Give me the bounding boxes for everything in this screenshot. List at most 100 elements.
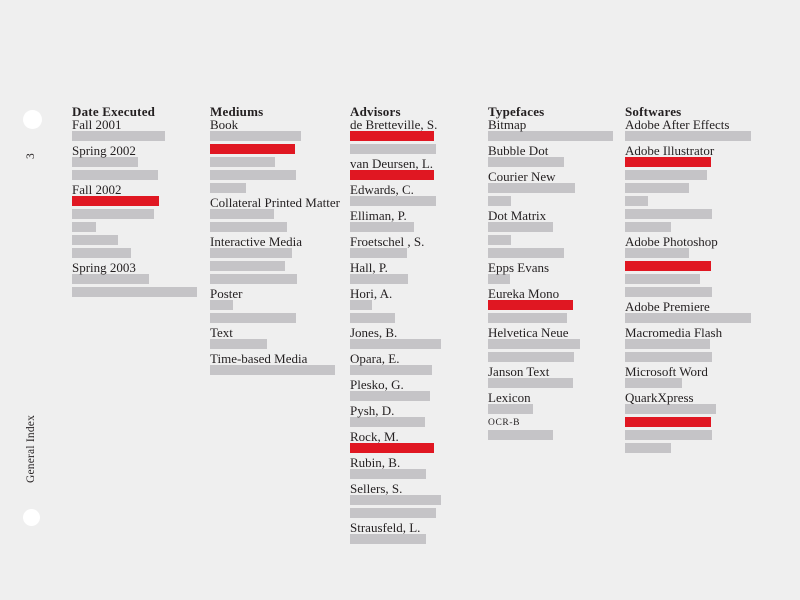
entry-label-sellers-s: Sellers, S. bbox=[350, 481, 403, 496]
index-bar bbox=[350, 144, 436, 154]
entry-label-van-deursen-l: van Deursen, L. bbox=[350, 156, 434, 171]
entry-label-dot-matrix: Dot Matrix bbox=[488, 208, 547, 223]
index-bar-highlight bbox=[210, 144, 295, 154]
index-bar bbox=[350, 469, 426, 479]
entry-label-spring-2003: Spring 2003 bbox=[72, 260, 136, 275]
column-softwares: Softwares Adobe After Effects Adobe Illust… bbox=[625, 105, 751, 456]
index-bar bbox=[350, 248, 407, 258]
entry-label-pysh-d: Pysh, D. bbox=[350, 403, 395, 418]
index-bar bbox=[210, 170, 296, 180]
index-bar bbox=[488, 274, 510, 284]
index-bar bbox=[488, 404, 533, 414]
index-bar-highlight bbox=[625, 261, 711, 271]
index-bar bbox=[210, 131, 301, 141]
entry-label-adobe-premiere: Adobe Premiere bbox=[625, 299, 710, 314]
index-bar bbox=[210, 274, 297, 284]
index-bar bbox=[625, 131, 751, 141]
index-bar bbox=[350, 313, 395, 323]
entry-label-janson-text: Janson Text bbox=[488, 364, 550, 379]
index-bar bbox=[625, 222, 671, 232]
index-bar bbox=[625, 274, 700, 284]
index-bar bbox=[625, 313, 751, 323]
entry-label-epps-evans: Epps Evans bbox=[488, 260, 550, 275]
index-bar bbox=[72, 235, 118, 245]
entry-label-fall-2001: Fall 2001 bbox=[72, 117, 122, 132]
index-bar bbox=[350, 196, 436, 206]
entry-label-jones-b: Jones, B. bbox=[350, 325, 398, 340]
entry-label-strausfeld-l: Strausfeld, L. bbox=[350, 520, 421, 535]
index-bar bbox=[210, 339, 267, 349]
binder-hole-top bbox=[23, 110, 42, 129]
index-bar bbox=[350, 365, 432, 375]
entry-label-poster: Poster bbox=[210, 286, 243, 301]
index-bar bbox=[210, 313, 296, 323]
index-bar bbox=[625, 209, 712, 219]
column-date-executed: Date Executed Fall 2001 Spring 2002 Fall 20… bbox=[72, 105, 197, 300]
index-bar bbox=[72, 287, 197, 297]
index-bar bbox=[210, 183, 246, 193]
index-bar bbox=[350, 274, 408, 284]
index-bar bbox=[625, 196, 648, 206]
binder-hole-bottom bbox=[23, 509, 40, 526]
index-bar bbox=[350, 300, 372, 310]
entry-label-lexicon: Lexicon bbox=[488, 390, 531, 405]
index-bar bbox=[488, 248, 564, 258]
entry-label-text: Text bbox=[210, 325, 233, 340]
index-bar bbox=[72, 170, 158, 180]
index-bar bbox=[210, 300, 233, 310]
entry-label-bubble-dot: Bubble Dot bbox=[488, 143, 549, 158]
section-label: General Index bbox=[25, 414, 37, 484]
index-bar bbox=[488, 313, 567, 323]
entry-label-plesko-g: Plesko, G. bbox=[350, 377, 404, 392]
column-header-mediums: Mediums bbox=[210, 104, 264, 119]
index-bar bbox=[488, 430, 553, 440]
index-bar bbox=[625, 430, 712, 440]
index-bar bbox=[488, 378, 573, 388]
index-bar bbox=[72, 209, 154, 219]
entry-label-spring-2002: Spring 2002 bbox=[72, 143, 136, 158]
index-bar-highlight bbox=[72, 196, 159, 206]
entry-label-courier-new: Courier New bbox=[488, 169, 556, 184]
entry-label-book: Book bbox=[210, 117, 239, 132]
index-bar bbox=[210, 222, 287, 232]
entry-label-adobe-photoshop: Adobe Photoshop bbox=[625, 234, 718, 249]
index-bar-highlight bbox=[625, 157, 711, 167]
index-bar bbox=[488, 339, 580, 349]
entry-label-fall-2002: Fall 2002 bbox=[72, 182, 122, 197]
entry-label-collateral-printed-matter: Collateral Printed Matter bbox=[210, 195, 340, 210]
index-bar bbox=[210, 209, 274, 219]
column-header-advisors: Advisors bbox=[350, 104, 401, 119]
index-bar bbox=[350, 508, 436, 518]
index-bar bbox=[488, 157, 564, 167]
index-bar bbox=[350, 391, 430, 401]
index-bar bbox=[488, 131, 613, 141]
column-typefaces: Typefaces Bitmap Bubble Dot Courier New Dot … bbox=[488, 105, 613, 443]
entry-label-opara-e: Opara, E. bbox=[350, 351, 400, 366]
entry-label-rock-m: Rock, M. bbox=[350, 429, 399, 444]
entry-label-edwards-c: Edwards, C. bbox=[350, 182, 414, 197]
index-bar bbox=[210, 157, 275, 167]
column-advisors: Advisors de Bretteville, S. van Deursen, L… bbox=[350, 105, 441, 547]
index-bar bbox=[350, 339, 441, 349]
entry-label-quarkxpress: QuarkXpress bbox=[625, 390, 694, 405]
index-bar bbox=[488, 235, 511, 245]
entry-label-macromedia-flash: Macromedia Flash bbox=[625, 325, 723, 340]
index-bar bbox=[72, 131, 165, 141]
index-bar bbox=[72, 248, 131, 258]
index-bar bbox=[625, 248, 689, 258]
index-bar bbox=[210, 248, 292, 258]
column-header-date-executed: Date Executed bbox=[72, 104, 156, 119]
index-bar bbox=[72, 157, 138, 167]
index-bar bbox=[625, 287, 712, 297]
entry-label-elliman-p: Elliman, P. bbox=[350, 208, 407, 223]
column-header-typefaces: Typefaces bbox=[488, 104, 545, 119]
index-bar bbox=[350, 417, 425, 427]
index-bar bbox=[625, 352, 712, 362]
index-bar bbox=[488, 183, 575, 193]
entry-label-eureka-mono: Eureka Mono bbox=[488, 286, 560, 301]
index-bar bbox=[625, 404, 716, 414]
index-bar bbox=[350, 534, 426, 544]
entry-label-interactive-media: Interactive Media bbox=[210, 234, 303, 249]
index-bar bbox=[210, 365, 335, 375]
entry-label-rubin-b: Rubin, B. bbox=[350, 455, 401, 470]
